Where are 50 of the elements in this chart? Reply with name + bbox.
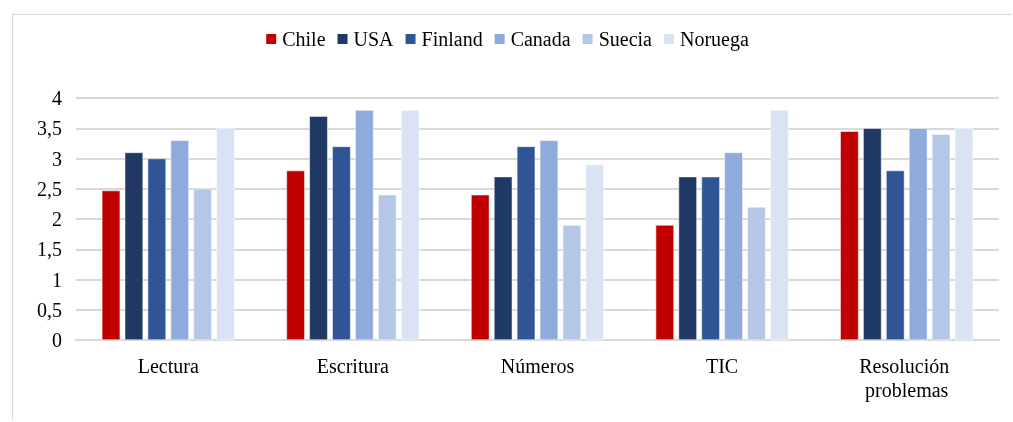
bar <box>747 206 766 340</box>
bar <box>954 128 974 340</box>
bar <box>539 140 559 340</box>
bar <box>655 225 674 340</box>
y-tick-label: 3,5 <box>37 117 62 140</box>
bar <box>124 152 144 340</box>
bar <box>724 152 743 340</box>
x-tick-label: Números <box>500 355 575 377</box>
bar <box>332 146 351 340</box>
bar <box>493 176 513 340</box>
y-tick-label: 3 <box>52 147 62 170</box>
legend-label: Suecia <box>598 28 653 50</box>
bar <box>585 164 604 340</box>
x-tick-label: Resolución problemas <box>859 355 955 402</box>
bar <box>147 158 167 340</box>
bar <box>863 128 882 340</box>
legend-label: Chile <box>282 28 326 50</box>
y-tick-label: 4 <box>52 87 62 109</box>
y-tick-label: 1 <box>52 268 62 291</box>
bar <box>471 194 490 340</box>
bar <box>401 110 420 340</box>
bar <box>286 170 305 340</box>
legend-label: Finland <box>421 28 483 50</box>
legend-label: Canada <box>510 28 571 50</box>
bar <box>216 128 235 340</box>
bar <box>931 134 951 340</box>
y-tick-label: 0 <box>52 329 62 351</box>
legend-label: USA <box>353 28 395 50</box>
bar <box>840 131 859 340</box>
bar <box>101 190 121 340</box>
bar <box>701 176 720 340</box>
y-tick-label: 2,5 <box>37 177 62 200</box>
bar <box>355 110 374 340</box>
y-tick-label: 2 <box>52 208 62 230</box>
x-tick-label: TIC <box>705 355 739 377</box>
x-tick-label: Escritura <box>316 355 390 377</box>
legend-label: Noruega <box>679 28 749 51</box>
bar <box>516 146 536 340</box>
bar <box>886 170 905 340</box>
bar <box>770 110 789 340</box>
y-tick-label: 1,5 <box>37 238 62 261</box>
bar <box>678 176 697 340</box>
bar <box>309 116 328 340</box>
bar <box>378 194 397 340</box>
bar <box>193 188 212 340</box>
x-tick-label: Lectura <box>137 355 199 377</box>
bar <box>562 225 582 340</box>
bar <box>170 140 189 340</box>
bar <box>908 128 928 340</box>
y-tick-label: 0,5 <box>37 298 62 321</box>
